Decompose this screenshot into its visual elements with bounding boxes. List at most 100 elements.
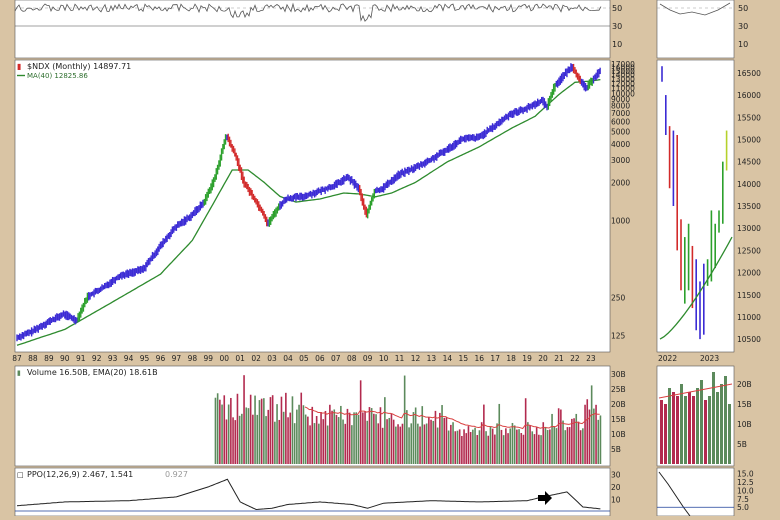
volume-bar xyxy=(447,430,450,464)
year-tick-label: 93 xyxy=(108,354,118,363)
volume-bar xyxy=(221,404,223,464)
zoom-volume-bar xyxy=(676,396,679,464)
volume-bar xyxy=(282,411,285,464)
ma-label: MA(40) 12825.86 xyxy=(27,72,88,80)
volume-bar xyxy=(320,412,322,464)
zoom-price-tick: 12500 xyxy=(737,246,761,255)
volume-bar xyxy=(555,428,558,464)
rsi-tick-30: 30 xyxy=(612,22,622,31)
price-panel: 1650016000155001500014500140001350013000… xyxy=(12,59,761,363)
year-tick-label: 14 xyxy=(443,354,453,363)
volume-bar xyxy=(509,428,512,464)
volume-bar xyxy=(342,419,344,464)
volume-bar xyxy=(441,405,443,464)
volume-bar xyxy=(474,427,476,464)
volume-bar xyxy=(595,404,597,464)
volume-bar xyxy=(300,392,303,464)
volume-bar xyxy=(421,406,424,464)
volume-bar xyxy=(417,423,419,464)
volume-bar xyxy=(216,393,219,464)
volume-bar xyxy=(298,404,300,464)
year-tick-label: 16 xyxy=(474,354,484,363)
volume-bar xyxy=(247,408,250,464)
zoom-price-tick: 15000 xyxy=(737,135,761,144)
volume-bar xyxy=(498,403,501,464)
volume-bar xyxy=(234,420,237,464)
volume-bar xyxy=(445,417,448,464)
year-tick-label: 09 xyxy=(363,354,373,363)
volume-bar xyxy=(267,409,270,464)
zoom-volume-bar xyxy=(680,384,683,464)
volume-bar xyxy=(439,412,441,464)
ppo-label: PPO(12,26,9) 2.467, 1.541 xyxy=(27,470,133,479)
price-tick-label: 13000 xyxy=(611,75,635,84)
price-tick-label: 250 xyxy=(611,293,626,302)
volume-bar xyxy=(351,425,353,464)
rsi-panel: 50 30 10 50 30 10 xyxy=(14,0,748,59)
volume-bar xyxy=(524,398,527,464)
year-tick-label: 18 xyxy=(506,354,516,363)
ppo-panel: 30 20 10 15.012.510.07.55.0 PPO(12,26,9) 2.… xyxy=(14,467,754,517)
volume-bar xyxy=(278,419,281,464)
year-tick-label: 07 xyxy=(331,354,341,363)
volume-bar xyxy=(412,412,415,464)
volume-bar xyxy=(542,422,545,464)
zoom-price-tick: 15500 xyxy=(737,113,761,122)
volume-tick: 30B xyxy=(611,370,626,379)
zoom-price-tick: 12000 xyxy=(737,269,761,278)
volume-bar xyxy=(465,433,468,464)
zoom-volume-tick: 5B xyxy=(737,440,747,449)
volume-bar xyxy=(522,434,525,464)
volume-bar xyxy=(540,435,542,464)
volume-bar xyxy=(564,430,567,464)
volume-bar xyxy=(566,427,569,464)
zoom-volume-tick: 15B xyxy=(737,400,752,409)
rsi-line xyxy=(14,2,602,22)
volume-bar xyxy=(414,407,417,464)
volume-panel: 30B 25B 20B 15B 10B 5B 20B 15B 10B 5B Volume 16.… xyxy=(14,365,752,467)
year-tick-label: 89 xyxy=(44,354,54,363)
rsi-zoom-tick-10: 10 xyxy=(738,40,748,49)
volume-bar xyxy=(434,410,437,464)
volume-tick: 25B xyxy=(611,385,626,394)
volume-bar xyxy=(432,420,435,464)
year-tick-label: 06 xyxy=(315,354,325,363)
ppo-tick: 10 xyxy=(611,495,621,504)
ppo-hist-label: 0.927 xyxy=(165,470,188,479)
volume-bar xyxy=(333,409,336,464)
volume-bar xyxy=(276,404,278,464)
volume-bar xyxy=(377,423,380,464)
zoom-price-tick: 16000 xyxy=(737,91,761,100)
volume-bar xyxy=(329,404,331,464)
volume-tick: 20B xyxy=(611,400,626,409)
rsi-zoom-line xyxy=(659,2,731,16)
year-tick-label: 13 xyxy=(427,354,437,363)
volume-bar xyxy=(399,426,402,464)
price-tick-label: 8000 xyxy=(611,102,630,111)
volume-bar xyxy=(535,427,538,464)
volume-bar xyxy=(390,413,393,464)
year-tick-label: 08 xyxy=(347,354,357,363)
zoom-year-tick: 2022 xyxy=(658,354,677,363)
zoom-volume-tick: 20B xyxy=(737,380,752,389)
volume-bar xyxy=(516,429,518,464)
zoom-volume-bar xyxy=(692,396,695,464)
volume-bar xyxy=(271,395,274,464)
volume-bar xyxy=(238,415,241,464)
year-tick-label: 00 xyxy=(219,354,229,363)
volume-bar xyxy=(368,407,371,464)
volume-bar xyxy=(289,412,292,464)
price-tick-label: 4000 xyxy=(611,140,630,149)
price-tick-label: 12000 xyxy=(611,79,635,88)
volume-bar xyxy=(467,426,470,464)
volume-bar xyxy=(313,423,316,464)
volume-bar xyxy=(274,421,276,464)
volume-bar xyxy=(357,414,360,464)
volume-bar xyxy=(230,397,232,464)
year-tick-label: 97 xyxy=(172,354,182,363)
year-tick-label: 05 xyxy=(299,354,309,363)
volume-bar xyxy=(423,424,426,464)
year-tick-label: 17 xyxy=(490,354,500,363)
zoom-volume-tick: 10B xyxy=(737,420,752,429)
